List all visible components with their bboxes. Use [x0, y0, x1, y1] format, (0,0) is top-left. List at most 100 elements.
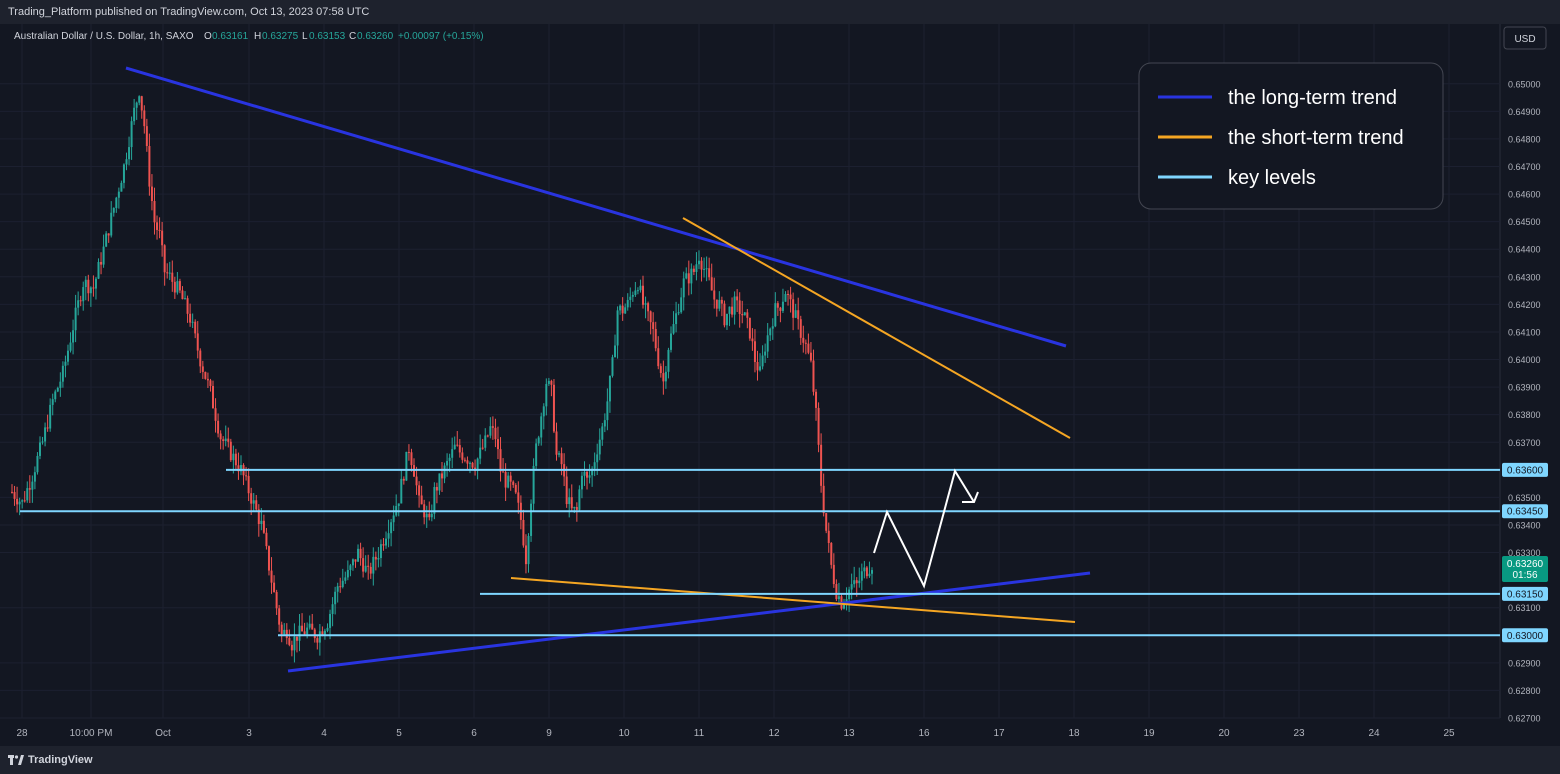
candle-body — [168, 272, 171, 274]
candle-body — [135, 102, 138, 108]
candle-body — [280, 624, 283, 635]
candle-body — [31, 481, 34, 490]
candle-body — [153, 200, 156, 223]
candle-body — [642, 285, 645, 305]
candle-body — [369, 566, 372, 574]
candle-body — [568, 497, 571, 505]
candle-body — [362, 558, 365, 572]
candle-body — [822, 485, 825, 514]
candle-body — [631, 294, 634, 297]
candle-body — [265, 532, 268, 547]
price-tick-label: 0.63800 — [1508, 410, 1541, 420]
key-level-label: 0.63450 — [1507, 507, 1544, 518]
drawing-legend-box: the long-term trend the short-term trend… — [1138, 62, 1444, 210]
candle-body — [341, 580, 344, 587]
candle-body — [438, 473, 441, 491]
candle-body — [695, 264, 698, 272]
candle-body — [262, 520, 265, 533]
candle-body — [451, 449, 454, 458]
price-tick-label: 0.64900 — [1508, 107, 1541, 117]
candle-body — [680, 297, 683, 313]
time-tick-label: 9 — [546, 728, 552, 739]
candle-body — [654, 328, 657, 349]
candle-body — [649, 311, 652, 323]
open-value: 0.63161 — [212, 31, 249, 42]
candle-body — [771, 326, 774, 329]
candle-body — [125, 159, 128, 165]
candle-body — [145, 126, 148, 147]
candle-body — [580, 475, 583, 490]
candle-body — [234, 453, 237, 466]
candle-body — [84, 279, 87, 288]
candle-body — [697, 260, 700, 265]
candle-body — [217, 420, 220, 434]
candle-body — [77, 300, 80, 308]
candle-body — [428, 513, 431, 518]
candle-body — [703, 268, 706, 270]
candle-body — [33, 472, 36, 482]
candle-body — [252, 500, 255, 504]
candle-body — [97, 261, 100, 279]
time-tick-label: 19 — [1143, 728, 1155, 739]
key-level-badge — [1502, 504, 1548, 519]
candles — [11, 95, 873, 663]
close-value: 0.63260 — [357, 31, 394, 42]
candle-body — [669, 333, 672, 350]
candle-body — [61, 365, 64, 382]
price-tick-label: 0.63700 — [1508, 438, 1541, 448]
candle-body — [776, 303, 779, 308]
candle-body — [530, 503, 533, 536]
legend-long-trend-label: the long-term trend — [1228, 87, 1397, 109]
candle-body — [606, 401, 609, 421]
time-tick-label: 5 — [396, 728, 402, 739]
currency-button[interactable]: USD — [1503, 26, 1547, 50]
candle-body — [865, 567, 868, 577]
candle-body — [593, 462, 596, 469]
footer-bar: TradingView — [0, 746, 1560, 774]
candle-body — [715, 299, 718, 309]
price-tick-label: 0.63400 — [1508, 520, 1541, 530]
tradingview-logo[interactable]: TradingView — [8, 746, 93, 774]
candle-body — [407, 451, 410, 453]
candle-body — [13, 492, 16, 499]
candle-body — [237, 465, 240, 472]
candle-body — [298, 625, 301, 641]
candle-body — [140, 96, 143, 111]
candle-body — [514, 484, 517, 493]
candle-body — [507, 475, 510, 488]
time-tick-label: 12 — [768, 728, 780, 739]
candle-body — [130, 121, 133, 148]
candle-body — [484, 435, 487, 448]
key-level-labels: 0.63600 0.63450 0.63150 0.63000 — [1502, 462, 1548, 643]
candle-body — [746, 312, 749, 318]
candle-body — [120, 182, 123, 192]
candle-body — [69, 342, 72, 351]
key-level-badge — [1502, 586, 1548, 601]
time-tick-label: 6 — [471, 728, 477, 739]
candle-body — [354, 559, 357, 562]
candle-body — [102, 246, 105, 265]
price-axis-background — [1500, 24, 1560, 746]
candle-body — [56, 387, 59, 392]
time-tick-label: 20 — [1218, 728, 1230, 739]
candle-body — [456, 444, 459, 446]
candle-body — [825, 513, 828, 531]
price-tick-label: 0.64500 — [1508, 217, 1541, 227]
candle-body — [868, 573, 871, 577]
candle-body — [624, 307, 627, 314]
candle-body — [741, 313, 744, 316]
candle-body — [222, 439, 225, 442]
candle-body — [802, 337, 805, 343]
candle-body — [402, 478, 405, 481]
candle-body — [316, 638, 319, 643]
candle-body — [738, 300, 741, 314]
candle-body — [789, 294, 792, 300]
candle-body — [413, 465, 416, 477]
time-tick-label: 13 — [843, 728, 855, 739]
candle-body — [166, 272, 169, 274]
candle-body — [443, 465, 446, 479]
candle-body — [16, 498, 19, 505]
price-tick-label: 0.62800 — [1508, 686, 1541, 696]
candle-body — [425, 513, 428, 518]
